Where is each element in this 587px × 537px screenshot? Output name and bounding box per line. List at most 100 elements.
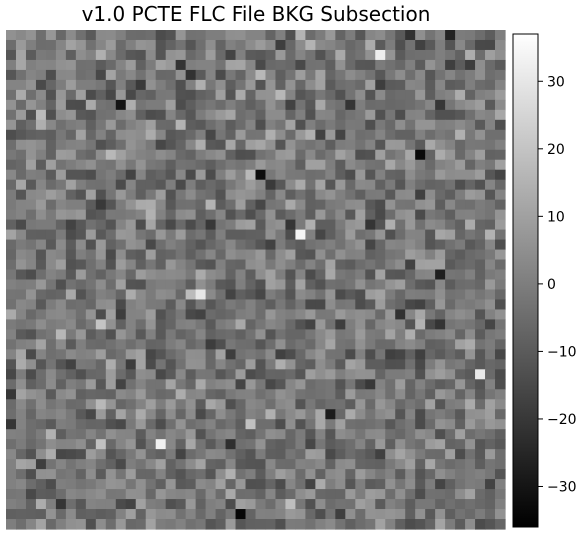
heatmap-cell bbox=[285, 220, 296, 231]
heatmap-cell bbox=[415, 80, 426, 91]
heatmap-cell bbox=[66, 389, 77, 400]
heatmap-cell bbox=[96, 489, 107, 500]
heatmap-cell bbox=[465, 399, 476, 410]
heatmap-cell bbox=[6, 270, 17, 281]
heatmap-cell bbox=[106, 220, 117, 231]
heatmap-cell bbox=[355, 489, 366, 500]
heatmap-cell bbox=[136, 439, 147, 450]
heatmap-cell bbox=[275, 299, 286, 310]
heatmap-cell bbox=[166, 210, 177, 221]
heatmap-cell bbox=[236, 240, 247, 251]
heatmap-cell bbox=[56, 379, 67, 390]
heatmap-cell bbox=[26, 240, 37, 251]
heatmap-cell bbox=[246, 389, 257, 400]
heatmap-cell bbox=[46, 319, 57, 330]
heatmap-cell bbox=[46, 140, 57, 151]
heatmap-cell bbox=[56, 80, 67, 91]
heatmap-cell bbox=[86, 439, 97, 450]
heatmap-cell bbox=[126, 170, 137, 181]
heatmap-cell bbox=[246, 180, 257, 191]
heatmap-cell bbox=[335, 449, 346, 460]
heatmap-cell bbox=[435, 299, 446, 310]
heatmap-cell bbox=[6, 389, 17, 400]
heatmap-cell bbox=[295, 270, 306, 281]
heatmap-cell bbox=[76, 220, 87, 231]
heatmap-cell bbox=[206, 70, 217, 81]
heatmap-cell bbox=[435, 339, 446, 350]
heatmap-cell bbox=[56, 220, 67, 231]
heatmap-cell bbox=[6, 30, 17, 41]
heatmap-cell bbox=[345, 499, 356, 510]
heatmap-cell bbox=[156, 409, 167, 420]
heatmap-cell bbox=[76, 449, 87, 460]
heatmap-cell bbox=[415, 299, 426, 310]
heatmap-cell bbox=[495, 50, 506, 61]
heatmap-cell bbox=[365, 379, 376, 390]
heatmap-cell bbox=[435, 319, 446, 330]
heatmap-cell bbox=[265, 419, 276, 430]
heatmap-cell bbox=[395, 30, 406, 41]
heatmap-cell bbox=[265, 359, 276, 370]
heatmap-cell bbox=[156, 329, 167, 340]
heatmap-cell bbox=[166, 200, 177, 211]
heatmap-cell bbox=[295, 280, 306, 291]
heatmap-cell bbox=[345, 210, 356, 221]
heatmap-cell bbox=[465, 50, 476, 61]
heatmap-cell bbox=[295, 379, 306, 390]
heatmap-cell bbox=[435, 90, 446, 101]
heatmap-cell bbox=[335, 170, 346, 181]
heatmap-cell bbox=[485, 140, 496, 151]
heatmap-cell bbox=[275, 280, 286, 291]
heatmap-cell bbox=[206, 150, 217, 161]
heatmap-cell bbox=[56, 60, 67, 71]
heatmap-cell bbox=[305, 499, 316, 510]
heatmap-cell bbox=[86, 80, 97, 91]
heatmap-cell bbox=[156, 449, 167, 460]
heatmap-cell bbox=[475, 220, 486, 231]
heatmap-cell bbox=[355, 210, 366, 221]
heatmap-cell bbox=[415, 339, 426, 350]
heatmap-cell bbox=[216, 240, 227, 251]
heatmap-cell bbox=[96, 280, 107, 291]
heatmap-cell bbox=[325, 110, 336, 121]
heatmap-cell bbox=[206, 289, 217, 300]
heatmap-cell bbox=[465, 210, 476, 221]
heatmap-cell bbox=[16, 329, 27, 340]
heatmap-cell bbox=[66, 230, 77, 241]
heatmap-cell bbox=[66, 50, 77, 61]
heatmap-cell bbox=[46, 329, 57, 340]
heatmap-cell bbox=[305, 469, 316, 480]
heatmap-cell bbox=[385, 210, 396, 221]
heatmap-cell bbox=[46, 90, 57, 101]
heatmap-cell bbox=[425, 90, 436, 101]
heatmap-cell bbox=[246, 509, 257, 520]
heatmap-cell bbox=[405, 409, 416, 420]
heatmap-cell bbox=[395, 469, 406, 480]
heatmap-cell bbox=[206, 250, 217, 261]
heatmap-cell bbox=[405, 240, 416, 251]
heatmap-cell bbox=[295, 50, 306, 61]
heatmap-cell bbox=[445, 509, 456, 520]
heatmap-cell bbox=[196, 130, 207, 141]
heatmap-cell bbox=[216, 170, 227, 181]
heatmap-cell bbox=[196, 469, 207, 480]
heatmap-cell bbox=[96, 429, 107, 440]
heatmap-cell bbox=[265, 329, 276, 340]
heatmap-cell bbox=[156, 429, 167, 440]
heatmap-cell bbox=[106, 130, 117, 141]
heatmap-cell bbox=[186, 180, 197, 191]
heatmap-cell bbox=[445, 100, 456, 111]
heatmap-cell bbox=[375, 60, 386, 71]
heatmap-cell bbox=[345, 399, 356, 410]
heatmap-cell bbox=[385, 40, 396, 51]
heatmap-cell bbox=[106, 399, 117, 410]
heatmap-cell bbox=[246, 459, 257, 470]
heatmap-cell bbox=[206, 459, 217, 470]
heatmap-cell bbox=[126, 210, 137, 221]
heatmap-cell bbox=[216, 200, 227, 211]
heatmap-cell bbox=[36, 329, 47, 340]
heatmap-cell bbox=[405, 459, 416, 470]
heatmap-cell bbox=[156, 40, 167, 51]
heatmap-cell bbox=[176, 429, 187, 440]
heatmap-cell bbox=[435, 270, 446, 281]
